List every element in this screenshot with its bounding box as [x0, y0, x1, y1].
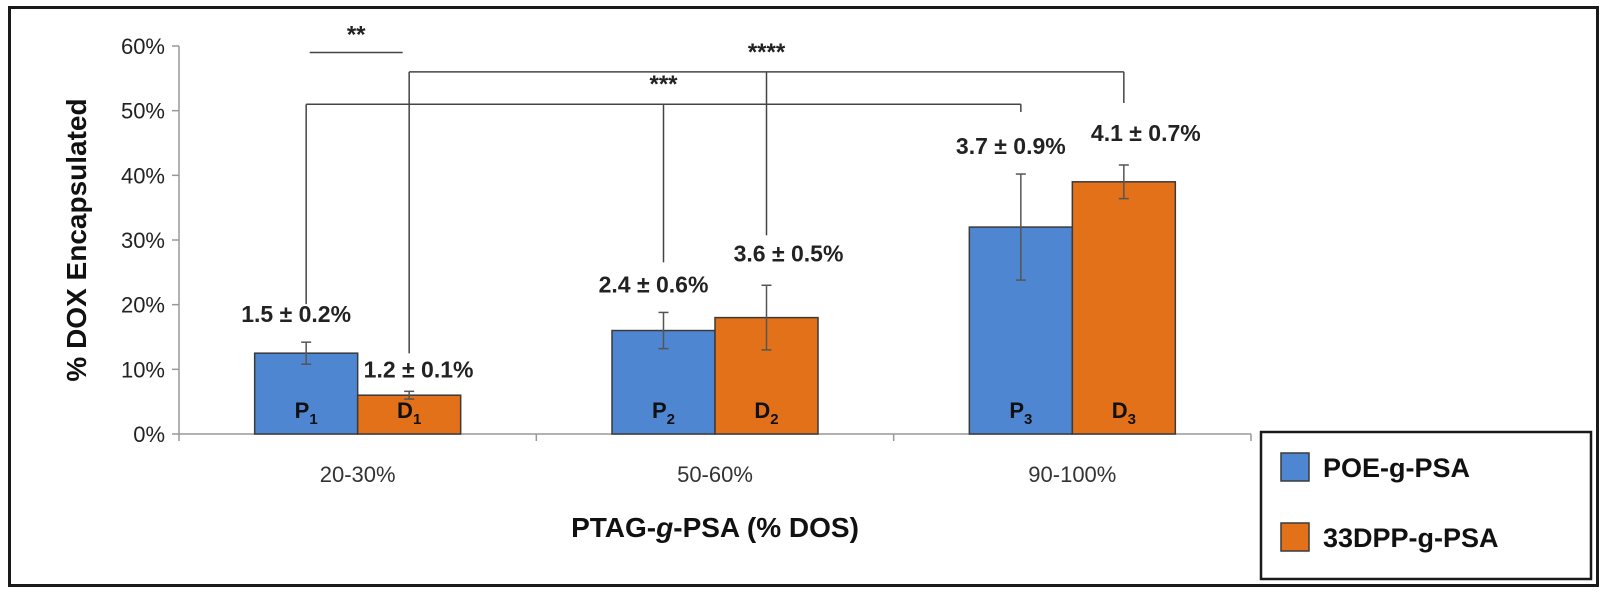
significance-label: **	[347, 21, 366, 48]
x-axis-title: PTAG-g-PSA (% DOS)	[571, 512, 859, 543]
value-label: 2.4 ± 0.6%	[599, 271, 709, 297]
legend-swatch	[1280, 452, 1310, 482]
y-tick-label: 10%	[121, 357, 165, 382]
bar-label: P2	[652, 398, 675, 428]
bar-label: P1	[295, 398, 318, 428]
legend-box	[1259, 430, 1593, 581]
legend-label: POE-g-PSA	[1323, 453, 1470, 483]
x-tick-label: 20-30%	[320, 462, 396, 487]
x-tick-label: 90-100%	[1028, 462, 1116, 487]
bar	[1071, 181, 1177, 435]
bar-label: D3	[1112, 398, 1136, 428]
y-tick-label: 50%	[121, 99, 165, 124]
y-tick-label: 60%	[121, 34, 165, 59]
bar-label: P3	[1009, 398, 1032, 428]
figure-frame: 0% 10% 20% 30% 40% 50% 60% 20-30% 50-60% 90-100%%…	[8, 6, 1599, 587]
significance-label: ****	[748, 39, 786, 66]
legend-label: 33DPP-g-PSA	[1323, 523, 1499, 553]
y-tick-label: 0%	[133, 422, 165, 447]
x-tick-label: 50-60%	[677, 462, 753, 487]
bar	[253, 352, 359, 435]
y-tick-label: 30%	[121, 228, 165, 253]
bar-chart: 0% 10% 20% 30% 40% 50% 60% 20-30% 50-60% 90-100%%…	[61, 21, 1593, 581]
value-label: 4.1 ± 0.7%	[1091, 120, 1201, 146]
significance-label: ***	[649, 71, 678, 98]
y-tick-label: 20%	[121, 293, 165, 318]
bar-label: D2	[754, 398, 778, 428]
legend-swatch	[1280, 522, 1310, 552]
value-label: 1.2 ± 0.1%	[364, 356, 474, 382]
value-label: 1.5 ± 0.2%	[241, 301, 351, 327]
y-axis-title: % DOX Encapsulated	[61, 98, 92, 381]
y-tick-label: 40%	[121, 163, 165, 188]
value-label: 3.6 ± 0.5%	[734, 240, 844, 266]
value-label: 3.7 ± 0.9%	[956, 133, 1066, 159]
bar-label: D1	[397, 398, 421, 428]
